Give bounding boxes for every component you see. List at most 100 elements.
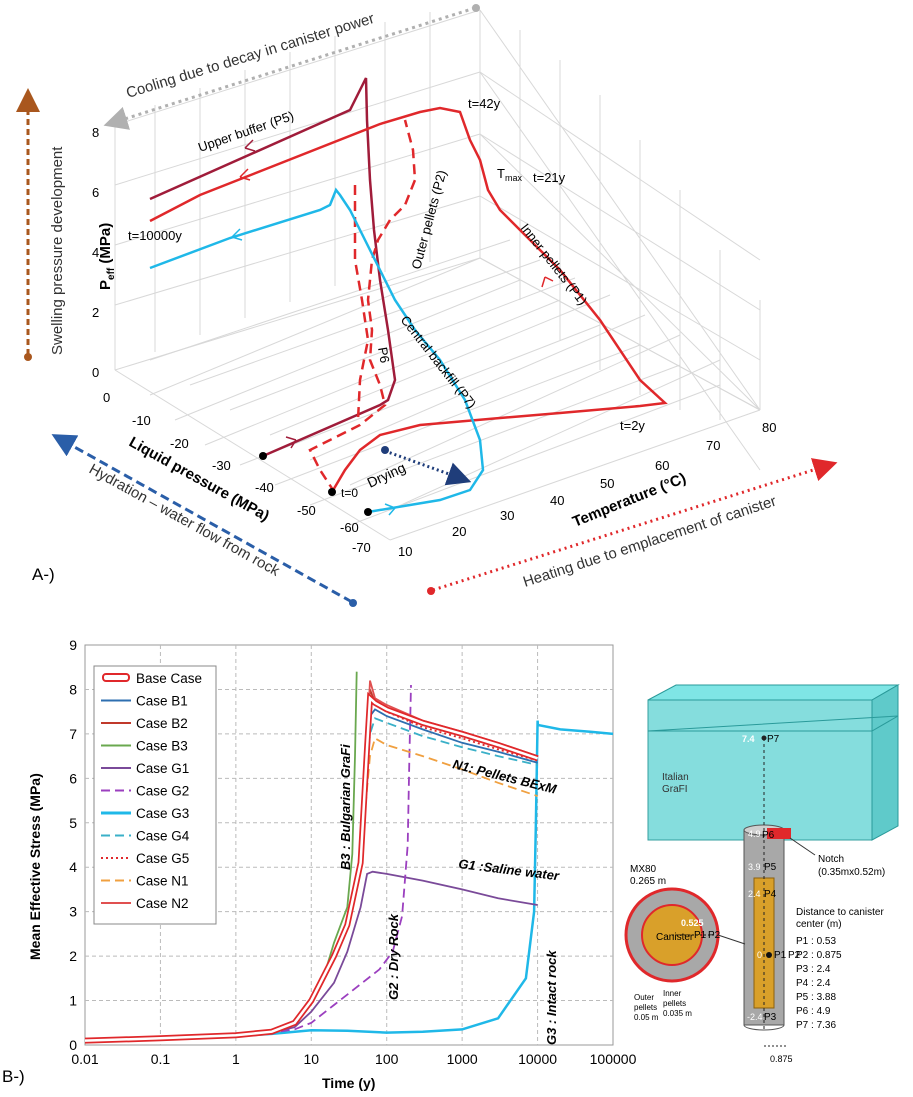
curve-inner-pellets bbox=[149, 106, 668, 493]
direction-arrow bbox=[541, 276, 554, 288]
direction-arrow bbox=[231, 228, 243, 241]
b-xtick: 0.01 bbox=[71, 1051, 98, 1067]
b-ytick: 0 bbox=[69, 1037, 77, 1053]
outer-pellets-label: Outer bbox=[634, 993, 654, 1002]
a-ztick: -30 bbox=[212, 458, 231, 473]
outer-pellets-label: pellets bbox=[634, 1003, 657, 1012]
column-bottom bbox=[743, 1024, 785, 1031]
panel-a: 8 6 4 2 0 0 -10 -20 -30 -40 -50 -60 -70 … bbox=[16, 4, 838, 607]
inner-pellets-label: Inner bbox=[663, 989, 682, 998]
inner-pellets-label: 0.035 m bbox=[663, 1009, 692, 1018]
a-xtick: 30 bbox=[500, 508, 514, 523]
rock-label: Italian bbox=[662, 772, 689, 783]
legend-case-b1-label: Case B1 bbox=[136, 694, 188, 709]
notch-label: Notch bbox=[818, 854, 844, 865]
a-ytick: 8 bbox=[92, 125, 99, 140]
b-ticks: 0 1 2 3 4 5 6 7 8 9 0.01 0.1 1 10 100 1000 10000 100000 bbox=[69, 637, 636, 1067]
annot-g2: G2 : Dry Rock bbox=[386, 913, 401, 1000]
a-ylabel: Peff (MPa) bbox=[97, 223, 117, 290]
b-ylabel: Mean Effective Stress (MPa) bbox=[27, 773, 43, 960]
canister-label: Canister bbox=[656, 932, 694, 943]
b-xtick: 1 bbox=[232, 1051, 240, 1067]
b-xtick: 100000 bbox=[590, 1051, 637, 1067]
b-xtick: 1000 bbox=[447, 1051, 478, 1067]
direction-arrow bbox=[244, 139, 256, 152]
cooling-arrow bbox=[103, 6, 476, 130]
point-p7 bbox=[761, 735, 767, 741]
a-xtick: 50 bbox=[600, 476, 614, 491]
b-ytick: 4 bbox=[69, 859, 77, 875]
a-ztick: -20 bbox=[170, 436, 189, 451]
inner-pellets-label: pellets bbox=[663, 999, 686, 1008]
point-label: P3 bbox=[764, 1012, 777, 1023]
annot-t42: t=42y bbox=[468, 96, 501, 111]
panel-a-label: A-) bbox=[32, 565, 55, 584]
distance-row: P4 : 2.4 bbox=[796, 978, 831, 989]
b-xtick: 0.1 bbox=[151, 1051, 171, 1067]
legend-case-g1-label: Case G1 bbox=[136, 761, 189, 776]
b-legend bbox=[93, 665, 217, 925]
col-value: 7.4 bbox=[742, 734, 755, 744]
b-xtick: 100 bbox=[375, 1051, 399, 1067]
cross-leader bbox=[717, 934, 746, 945]
distance-row: P6 : 4.9 bbox=[796, 1006, 831, 1017]
a-xtick: 40 bbox=[550, 493, 564, 508]
drying-label: Drying bbox=[365, 459, 408, 491]
annot-t10000: t=10000y bbox=[128, 228, 182, 243]
b-legend-items: Base Case Case B1 Case B2 Case B3 Case G1 Cas… bbox=[101, 671, 202, 911]
b-xlabel: Time (y) bbox=[322, 1075, 375, 1091]
point-label: P2 bbox=[708, 930, 721, 941]
rock-side bbox=[871, 684, 899, 841]
col-value: 3.9 bbox=[748, 862, 761, 872]
curve-outer-pellets bbox=[308, 119, 417, 494]
a-xtick: 20 bbox=[452, 524, 466, 539]
rock-front bbox=[647, 699, 873, 841]
point-label: P2 bbox=[788, 950, 801, 961]
col-value: 0 bbox=[757, 950, 762, 960]
legend-base-case-label: Base Case bbox=[136, 671, 202, 686]
a-xtick: 10 bbox=[398, 544, 412, 559]
a-ztick: -10 bbox=[132, 413, 151, 428]
a-xlabel: Temperature (°C) bbox=[570, 470, 688, 531]
rock-label: GraFI bbox=[662, 784, 688, 795]
swelling-arrow-dot bbox=[24, 353, 32, 361]
point-label: P7 bbox=[767, 734, 780, 745]
label-central-backfill: Central backfill (P7) bbox=[398, 313, 480, 412]
legend-case-b3-label: Case B3 bbox=[136, 739, 188, 754]
col-value: 2.4 bbox=[748, 889, 761, 899]
hydration-arrow bbox=[51, 434, 353, 604]
direction-arrow bbox=[384, 503, 396, 516]
curve-upper-buffer bbox=[149, 77, 397, 458]
a-ztick: -60 bbox=[340, 520, 359, 535]
legend-case-g3-label: Case G3 bbox=[136, 806, 189, 821]
legend-case-g5-label: Case G5 bbox=[136, 851, 189, 866]
distance-title: Distance to canister bbox=[796, 907, 884, 918]
heating-arrow bbox=[432, 458, 838, 592]
cooling-arrow-dot bbox=[472, 4, 480, 12]
heating-arrow-dot bbox=[427, 587, 435, 595]
distance-row: P1 : 0.53 bbox=[796, 936, 836, 947]
a-ztick: -40 bbox=[255, 480, 274, 495]
ring-value: 0.525 bbox=[681, 918, 704, 928]
label-p6: P6 bbox=[375, 346, 393, 364]
direction-arrow bbox=[239, 168, 251, 181]
annot-b3: B3 : Bulgarian GraFi bbox=[338, 744, 353, 870]
distance-title: center (m) bbox=[796, 919, 842, 930]
legend-case-g2-label: Case G2 bbox=[136, 784, 189, 799]
b-ytick: 1 bbox=[69, 993, 77, 1009]
point-label: P5 bbox=[764, 862, 777, 873]
panel-b-label: B-) bbox=[2, 1067, 25, 1086]
direction-arrow bbox=[285, 436, 297, 449]
point-label: P4 bbox=[764, 889, 777, 900]
start-dot bbox=[259, 452, 267, 460]
rock-top bbox=[647, 684, 900, 701]
a-xtick: 60 bbox=[655, 458, 669, 473]
notch-dims: (0.35mx0.52m) bbox=[818, 867, 885, 878]
distance-row: P3 : 2.4 bbox=[796, 964, 831, 975]
a-xtick: 70 bbox=[706, 438, 720, 453]
a-ytick: 0 bbox=[92, 365, 99, 380]
curve-p6 bbox=[353, 185, 370, 421]
b-ytick: 8 bbox=[69, 681, 77, 697]
a-zlabel: Liquid pressure (MPa) bbox=[126, 434, 272, 525]
notch bbox=[767, 828, 791, 839]
